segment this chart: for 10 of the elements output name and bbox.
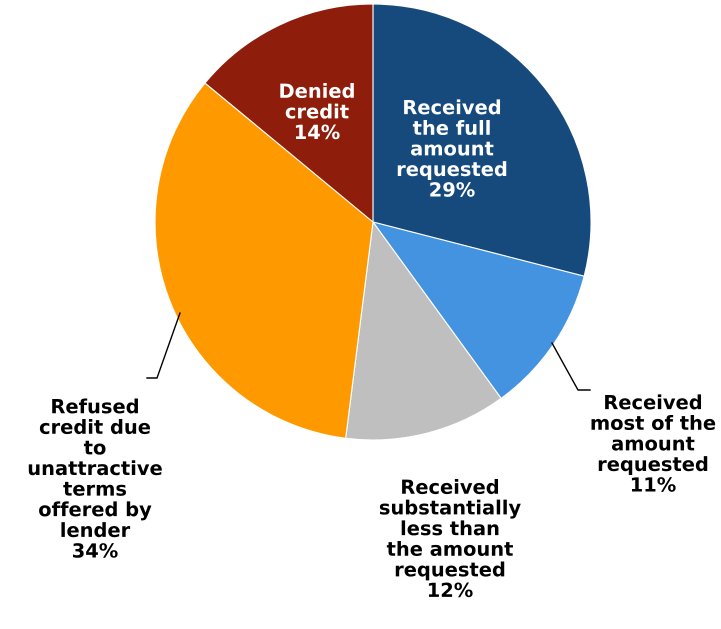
slice-label: Received the full amount requested: [398, 99, 506, 180]
slice-label: Denied credit: [280, 83, 354, 119]
slice-label: Received most of the amount requested: [592, 394, 716, 475]
slice-label: Refused credit due to unattractive terms offered by lender: [28, 398, 162, 538]
data-label: 34%: [73, 543, 118, 558]
slice-label: Received substantially less than the amount requested: [380, 479, 521, 580]
data-label: 29%: [430, 182, 475, 197]
data-label: 14%: [296, 124, 340, 140]
data-label: 12%: [428, 582, 473, 598]
data-label: 11%: [632, 477, 676, 492]
